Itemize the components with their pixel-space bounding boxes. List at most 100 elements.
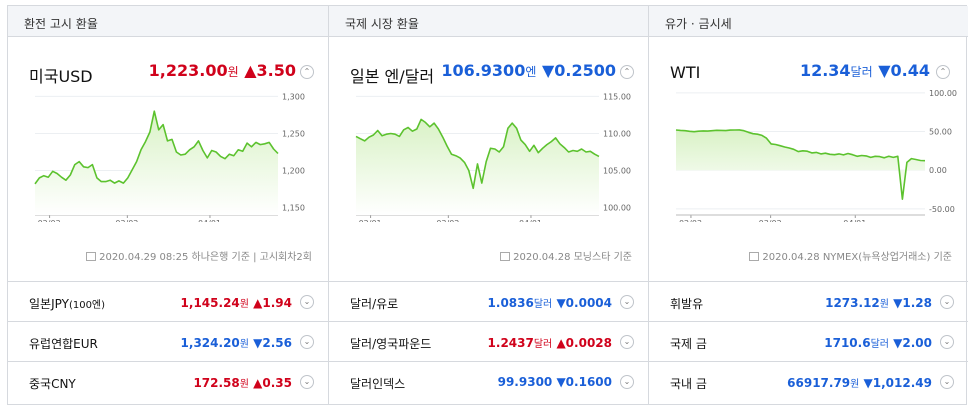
main-value-unit: 달러	[850, 65, 873, 79]
chevron-up-icon[interactable]: ⌃	[300, 65, 314, 79]
main-quote-jpy-usd[interactable]: 일본 엔/달러 106.9300엔 ▼0.2500 ⌃ 100.00 105.00…	[329, 37, 648, 282]
row-label: 국내 금	[670, 375, 707, 392]
row-label: 달러/유로	[350, 295, 398, 312]
chevron-down-icon[interactable]: ⌄	[940, 295, 954, 309]
chevron-down-icon[interactable]: ⌄	[300, 295, 314, 309]
column-fx-notice: 환전 고시 환율 미국USD 1,223.00원 ▲3.50 ⌃ 1,150 1,…	[8, 6, 328, 404]
series-line	[675, 129, 926, 200]
row-value: 66917.79원 ▼1,012.49	[787, 375, 932, 390]
main-value-unit: 엔	[525, 65, 537, 79]
row-value-number: 1,324.20	[180, 336, 240, 350]
row-label: 일본JPY(100엔)	[29, 295, 105, 312]
main-quote-title: 일본 엔/달러	[350, 67, 435, 86]
row-label-text: 일본JPY	[29, 297, 69, 311]
x-tick-label: 03/02	[436, 219, 459, 222]
row-value: 1,145.24원 ▲1.94	[181, 295, 292, 310]
chart-wti: -50.00 0.00 50.00 100.00 02/03 03/02 04/01	[675, 89, 957, 222]
row-value-unit: 원	[239, 339, 249, 350]
column-oil-gold: 유가 · 금시세 WTI 12.34달러 ▼0.44 ⌃ -50.00 0.00 5…	[648, 6, 968, 404]
x-tick-label: 02/03	[679, 219, 702, 222]
list-item[interactable]: 휘발유 1273.12원 ▼1.28 ⌄	[649, 282, 968, 322]
row-label-sub: (100엔)	[68, 300, 106, 311]
list-item[interactable]: 국제 금 1710.6달러 ▼2.00 ⌄	[649, 322, 968, 362]
y-tick-label: 1,300	[282, 92, 305, 101]
row-value-change: ▼0.1600	[556, 375, 612, 389]
row-value-number: 66917.79	[787, 376, 851, 390]
x-tick-label: 02/01	[359, 219, 382, 222]
series-area	[35, 111, 278, 215]
y-tick-label: 1,150	[282, 204, 305, 213]
row-value: 1.2437달러 ▲0.0028	[488, 335, 612, 350]
y-tick-label: 105.00	[603, 167, 631, 176]
chevron-down-icon[interactable]: ⌄	[300, 335, 314, 349]
list-item[interactable]: 국내 금 66917.79원 ▼1,012.49 ⌄	[649, 362, 968, 402]
main-quote-value: 106.9300엔 ▼0.2500	[441, 61, 616, 80]
document-icon	[749, 252, 760, 261]
main-quote-value: 12.34달러 ▼0.44	[800, 61, 930, 80]
source-note: 2020.04.28 모닝스타 기준	[500, 248, 632, 263]
row-value-number: 1.0836	[487, 296, 534, 310]
row-label-text: 달러/영국파운드	[350, 337, 432, 351]
y-tick-label: 115.00	[603, 92, 631, 101]
list-item[interactable]: 일본JPY(100엔) 1,145.24원 ▲1.94 ⌄	[8, 282, 328, 322]
chevron-down-icon[interactable]: ⌄	[620, 375, 634, 389]
x-tick-label: 04/01	[843, 219, 866, 222]
list-item[interactable]: 달러/영국파운드 1.2437달러 ▲0.0028 ⌄	[329, 322, 648, 362]
row-label-text: 국내 금	[670, 377, 707, 391]
y-tick-label: 0.00	[929, 166, 947, 175]
row-value-change: ▲1.94	[253, 296, 292, 310]
document-icon	[500, 252, 511, 261]
row-value-number: 99.9300	[497, 375, 553, 389]
row-label: 달러인덱스	[350, 375, 405, 392]
row-value-change: ▲0.35	[253, 376, 292, 390]
row-value: 1273.12원 ▼1.28	[825, 295, 932, 310]
source-note: 2020.04.29 08:25 하나은행 기준 | 고시회차2회	[86, 248, 312, 263]
chart-usd: 1,150 1,200 1,250 1,300 02/03 03/02 04/01	[34, 92, 305, 222]
row-label-text: 국제 금	[670, 337, 707, 351]
row-label: 달러/영국파운드	[350, 335, 431, 352]
row-value-change: ▼1,012.49	[863, 376, 932, 390]
chevron-up-icon[interactable]: ⌃	[936, 65, 950, 79]
row-value: 172.58원 ▲0.35	[193, 375, 292, 390]
series-line	[34, 110, 279, 185]
main-quote-usd[interactable]: 미국USD 1,223.00원 ▲3.50 ⌃ 1,150 1,200 1,250 1…	[8, 37, 328, 282]
column-header: 환전 고시 환율	[8, 6, 328, 37]
chevron-up-icon[interactable]: ⌃	[620, 65, 634, 79]
chevron-down-icon[interactable]: ⌄	[620, 295, 634, 309]
row-value-change: ▼1.28	[893, 296, 932, 310]
list-item[interactable]: 중국CNY 172.58원 ▲0.35 ⌄	[8, 362, 328, 402]
chevron-down-icon[interactable]: ⌄	[940, 335, 954, 349]
chevron-down-icon[interactable]: ⌄	[620, 335, 634, 349]
series-line	[355, 118, 600, 190]
source-text: 2020.04.28 모닝스타 기준	[513, 252, 632, 263]
chart-jpy: 100.00 105.00 110.00 115.00 02/01 03/02 04/01	[355, 92, 631, 222]
chevron-down-icon[interactable]: ⌄	[300, 375, 314, 389]
list-item[interactable]: 달러인덱스 99.9300 ▼0.1600 ⌄	[329, 362, 648, 402]
row-value-number: 172.58	[193, 376, 240, 390]
row-label-text: 달러인덱스	[350, 377, 406, 391]
row-value-change: ▼2.56	[253, 336, 292, 350]
x-tick-label: 03/02	[115, 219, 138, 222]
source-text: 2020.04.29 08:25 하나은행 기준 | 고시회차2회	[99, 252, 312, 263]
row-label-text: 휘발유	[670, 297, 704, 311]
main-quote-wti[interactable]: WTI 12.34달러 ▼0.44 ⌃ -50.00 0.00 50.00 100.0…	[649, 37, 968, 282]
row-label: 유럽연합EUR	[29, 335, 98, 352]
y-tick-label: 100.00	[603, 204, 631, 213]
column-intl-fx: 국제 시장 환율 일본 엔/달러 106.9300엔 ▼0.2500 ⌃ 100…	[328, 6, 648, 404]
chevron-down-icon[interactable]: ⌄	[940, 375, 954, 389]
main-value-number: 12.34	[799, 61, 851, 80]
row-value: 1710.6달러 ▼2.00	[824, 335, 932, 350]
column-header: 국제 시장 환율	[329, 6, 648, 37]
list-item[interactable]: 유럽연합EUR 1,324.20원 ▼2.56 ⌄	[8, 322, 328, 362]
row-value-number: 1.2437	[487, 336, 534, 350]
list-item[interactable]: 달러/유로 1.0836달러 ▼0.0004 ⌄	[329, 282, 648, 322]
y-tick-label: 1,200	[282, 167, 305, 176]
main-value-number: 1,223.00	[148, 61, 228, 80]
exchange-rate-widget: 환전 고시 환율 미국USD 1,223.00원 ▲3.50 ⌃ 1,150 1,…	[7, 5, 968, 405]
row-label: 휘발유	[670, 295, 703, 312]
row-value: 1.0836달러 ▼0.0004	[488, 295, 612, 310]
row-value: 1,324.20원 ▼2.56	[181, 335, 292, 350]
main-value-change: ▲3.50	[244, 61, 296, 80]
row-label-text: 중국CNY	[29, 377, 76, 391]
x-tick-label: 04/01	[198, 219, 221, 222]
